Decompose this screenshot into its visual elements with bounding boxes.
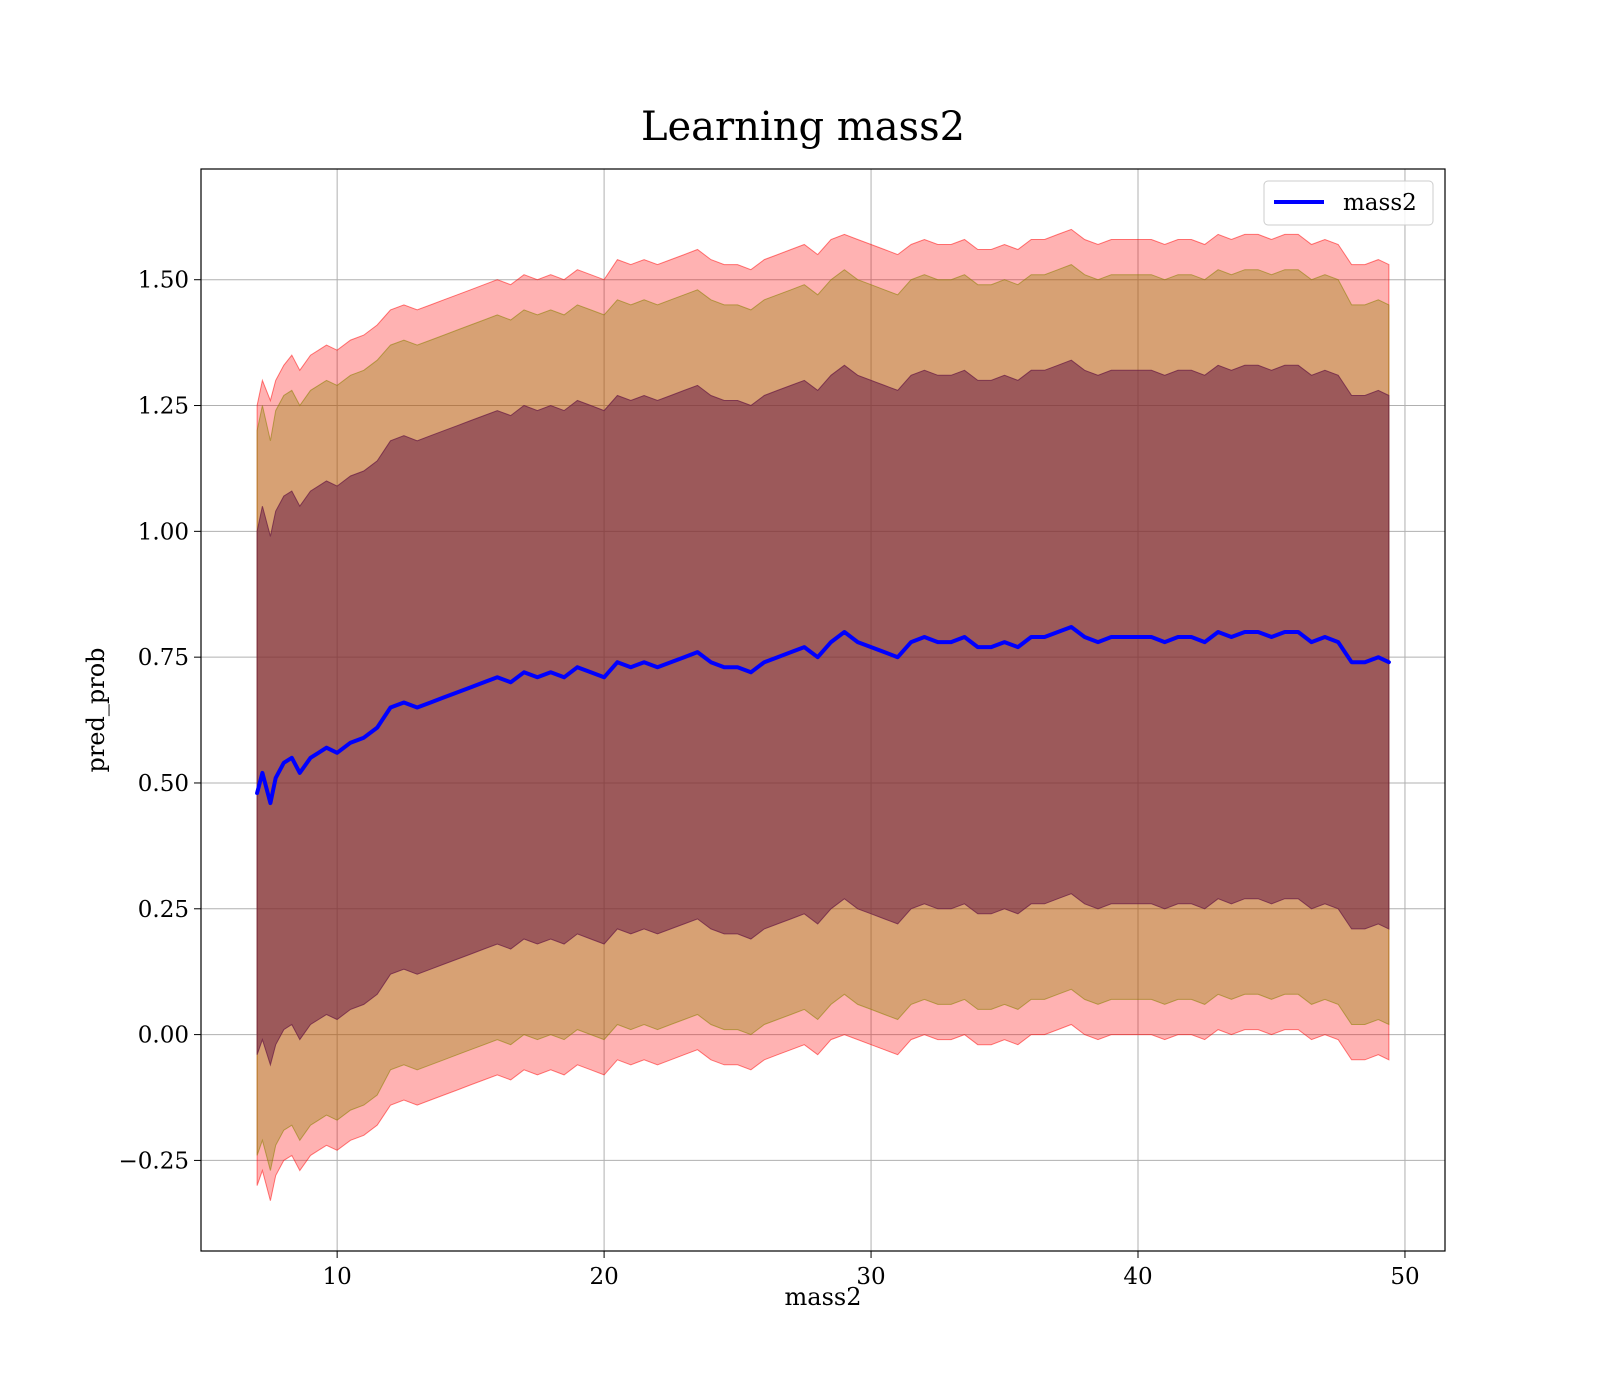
- legend: mass2: [1263, 180, 1434, 226]
- y-tick-label: 0.50: [138, 771, 189, 797]
- legend-label-mass2: mass2: [1343, 190, 1417, 216]
- y-tick-label: 0.25: [138, 897, 189, 923]
- y-tick-label: −0.25: [119, 1148, 189, 1174]
- x-tick-label: 30: [856, 1264, 885, 1290]
- series-lines: [255, 625, 1391, 806]
- plot-frame: [200, 168, 1446, 1252]
- confidence-band-3: [256, 359, 1390, 1067]
- chart-title: Learning mass2: [641, 104, 965, 150]
- y-tick-label: 0.00: [138, 1023, 189, 1049]
- x-tick-label: 20: [589, 1264, 618, 1290]
- series-line-mass2: [255, 625, 1391, 806]
- axis-ticks: 10 20 30 40 50 −0.25 0.00 0.25 0.50 0.75 1.00 1.25 1…: [119, 268, 1420, 1290]
- y-tick-label: 1.00: [138, 519, 189, 545]
- y-tick-label: 1.25: [138, 394, 189, 420]
- confidence-bands: [256, 228, 1390, 1201]
- x-axis-label: mass2: [785, 1283, 862, 1311]
- x-tick-label: 50: [1390, 1264, 1419, 1290]
- x-tick-label: 10: [323, 1264, 352, 1290]
- x-tick-label: 40: [1123, 1264, 1152, 1290]
- y-axis-label: pred_prob: [82, 647, 110, 772]
- y-tick-label: 0.75: [138, 645, 189, 671]
- legend-box: [1263, 180, 1434, 226]
- y-tick-label: 1.50: [138, 268, 189, 294]
